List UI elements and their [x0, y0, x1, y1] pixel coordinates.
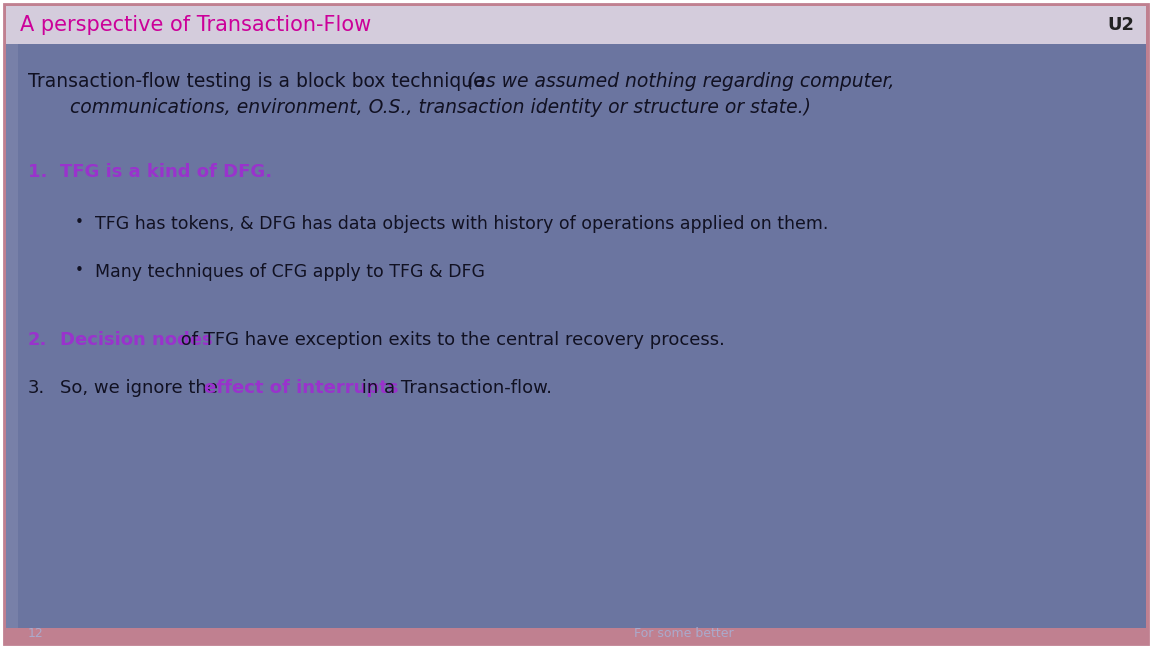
Text: 2.: 2.	[28, 331, 47, 349]
Text: 12: 12	[28, 627, 44, 640]
Bar	[6, 6, 1146, 44]
Text: TFG has tokens, & DFG has data objects with history of operations applied on the: TFG has tokens, & DFG has data objects w…	[94, 215, 828, 233]
Text: •: •	[75, 215, 84, 230]
Text: U2: U2	[1107, 16, 1134, 34]
Text: 3.: 3.	[28, 379, 45, 397]
Text: in a Transaction-flow.: in a Transaction-flow.	[356, 379, 552, 397]
Text: effect of interrupts: effect of interrupts	[204, 379, 399, 397]
Text: •: •	[75, 263, 84, 278]
Text: communications, environment, O.S., transaction identity or structure or state.): communications, environment, O.S., trans…	[70, 98, 811, 117]
Text: Decision nodes: Decision nodes	[60, 331, 213, 349]
Bar	[6, 44, 18, 628]
Text: Many techniques of CFG apply to TFG & DFG: Many techniques of CFG apply to TFG & DF…	[94, 263, 485, 281]
Text: Transaction-flow testing is a block box technique.: Transaction-flow testing is a block box …	[28, 72, 491, 91]
Text: (as we assumed nothing regarding computer,: (as we assumed nothing regarding compute…	[444, 72, 894, 91]
Text: of TFG have exception exits to the central recovery process.: of TFG have exception exits to the centr…	[175, 331, 725, 349]
Text: A perspective of Transaction-Flow: A perspective of Transaction-Flow	[20, 15, 371, 35]
Text: For some better: For some better	[634, 627, 733, 640]
Text: So, we ignore the: So, we ignore the	[60, 379, 223, 397]
Text: 1.  TFG is a kind of DFG.: 1. TFG is a kind of DFG.	[28, 163, 272, 181]
